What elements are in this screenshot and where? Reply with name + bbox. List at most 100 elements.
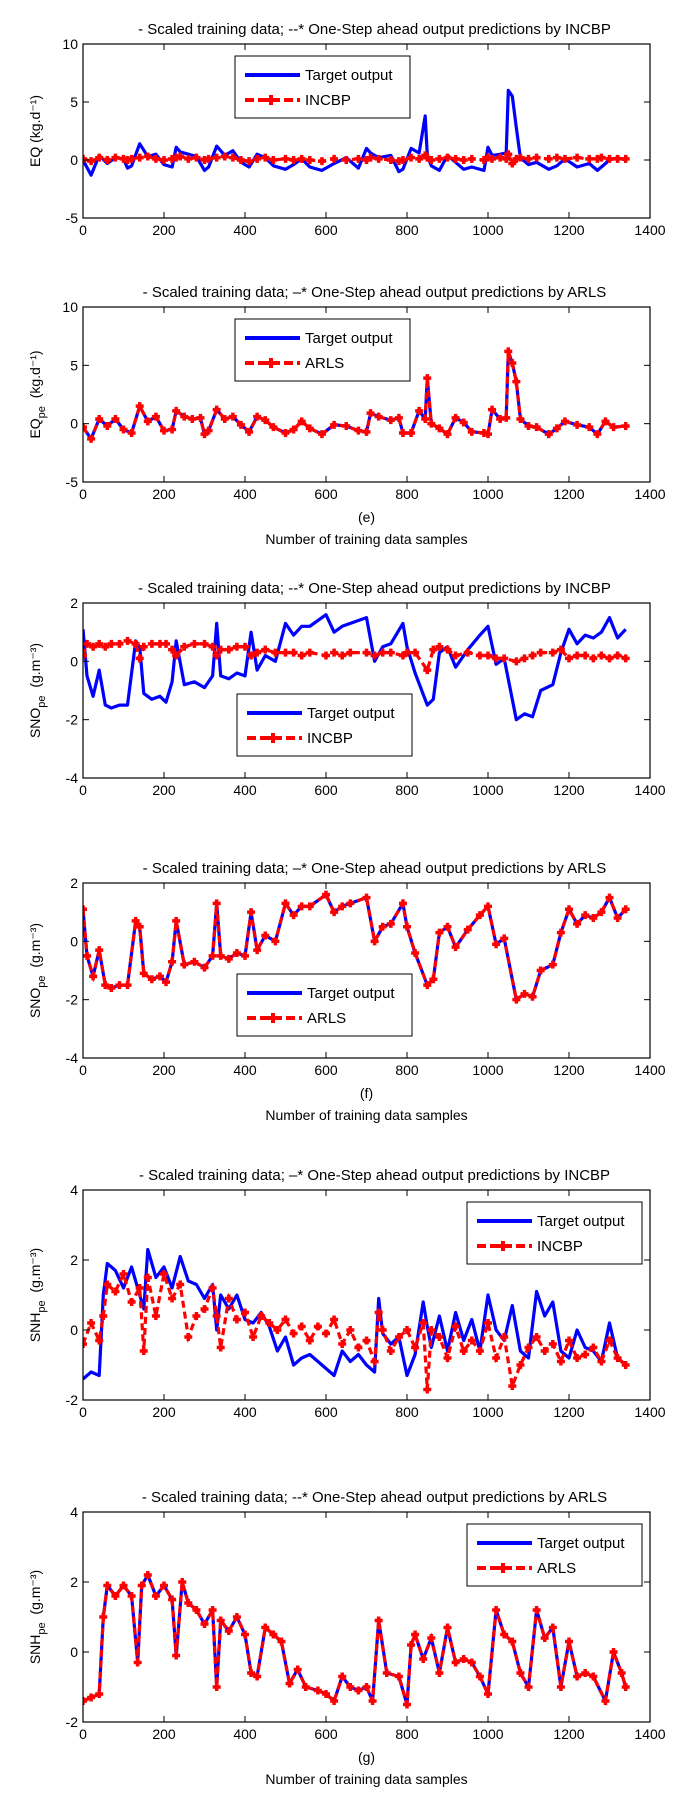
prediction-marker — [370, 651, 379, 660]
prediction-marker — [172, 1651, 181, 1660]
legend: Target output INCBP — [236, 693, 413, 757]
prediction-marker — [200, 963, 209, 972]
chart-title: - Scaled training data; --* One-Step ahe… — [142, 1489, 607, 1506]
prediction-marker — [305, 648, 314, 657]
prediction-marker — [573, 651, 582, 660]
x-tick-label: 400 — [233, 1062, 257, 1078]
axes-box — [82, 1189, 651, 1401]
prediction-marker — [589, 914, 598, 922]
prediction-marker — [443, 1623, 452, 1632]
x-tick-label: 400 — [233, 486, 257, 502]
prediction-marker — [451, 1322, 460, 1331]
prediction-marker — [253, 412, 262, 421]
prediction-marker — [103, 1581, 112, 1590]
prediction-marker — [123, 636, 132, 645]
prediction-marker — [119, 1270, 128, 1278]
x-tick-label: 1200 — [553, 1404, 584, 1420]
legend-prediction-marker — [268, 733, 278, 743]
chart-panel-3: - Scaled training data; --* One-Step ahe… — [27, 580, 666, 798]
prediction-marker — [322, 890, 330, 899]
prediction-marker — [443, 922, 452, 931]
prediction-marker — [475, 911, 484, 920]
prediction-marker — [573, 420, 582, 429]
prediction-marker — [89, 642, 98, 651]
prediction-marker — [111, 1592, 120, 1600]
prediction-marker — [143, 152, 152, 161]
prediction-marker — [119, 1581, 128, 1590]
x-tick-label: 1400 — [634, 782, 665, 798]
prediction-marker — [386, 919, 395, 928]
prediction-marker — [516, 153, 525, 162]
prediction-marker — [548, 648, 557, 657]
prediction-marker — [271, 648, 280, 657]
prediction-marker — [621, 654, 630, 663]
prediction-marker — [228, 412, 237, 421]
prediction-marker — [443, 645, 452, 654]
prediction-marker — [435, 1669, 444, 1677]
prediction-marker — [200, 1305, 209, 1313]
prediction-marker — [330, 1697, 339, 1705]
legend-target-label: Target output — [305, 67, 393, 84]
prediction-marker — [192, 1606, 201, 1614]
y-axis-label: SNHpe (g.m⁻³) — [27, 1570, 48, 1664]
prediction-marker — [443, 153, 452, 162]
prediction-marker — [224, 645, 233, 654]
prediction-marker — [459, 1347, 468, 1355]
x-tick-label: 800 — [395, 1062, 419, 1078]
x-tick-label: 1200 — [553, 486, 584, 502]
prediction-marker — [552, 424, 561, 433]
prediction-marker — [366, 153, 375, 162]
x-tick-label: 200 — [152, 782, 176, 798]
prediction-marker — [411, 648, 420, 657]
y-tick-label: 10 — [62, 299, 78, 315]
prediction-marker — [581, 651, 590, 660]
prediction-marker — [415, 406, 424, 415]
prediction-marker — [459, 156, 468, 164]
y-tick-label: -4 — [66, 1050, 79, 1066]
prediction-marker — [621, 154, 630, 163]
prediction-marker — [386, 648, 395, 657]
prediction-marker — [160, 156, 168, 164]
prediction-marker — [115, 981, 124, 990]
prediction-marker — [168, 425, 177, 434]
prediction-marker — [236, 420, 245, 429]
prediction-marker — [374, 154, 383, 163]
prediction-marker — [178, 1578, 187, 1586]
prediction-marker — [342, 422, 351, 430]
prediction-marker — [435, 154, 444, 163]
prediction-marker — [151, 412, 160, 421]
x-tick-label: 1200 — [553, 1726, 584, 1742]
prediction-marker — [423, 1385, 432, 1394]
prediction-marker — [103, 422, 112, 430]
prediction-marker — [330, 420, 339, 429]
prediction-marker — [313, 1322, 322, 1331]
chart-title: - Scaled training data; --* One-Step ahe… — [138, 21, 611, 38]
prediction-marker — [407, 1641, 416, 1649]
prediction-marker — [374, 1616, 383, 1625]
prediction-marker — [241, 1308, 249, 1317]
prediction-marker — [552, 153, 561, 162]
prediction-marker — [330, 908, 339, 917]
prediction-marker — [95, 946, 104, 955]
prediction-marker — [289, 156, 298, 164]
prediction-marker — [261, 416, 270, 425]
prediction-marker — [139, 1347, 148, 1355]
prediction-marker — [398, 899, 407, 908]
prediction-marker — [281, 899, 290, 908]
legend-box — [234, 318, 411, 382]
prediction-marker — [484, 430, 492, 439]
x-tick-label: 0 — [79, 1404, 87, 1420]
prediction-marker — [168, 1595, 177, 1604]
x-tick-label: 600 — [314, 1062, 338, 1078]
chart-panel-2: - Scaled training data; –* One-Step ahea… — [27, 284, 666, 547]
prediction-marker — [301, 1683, 310, 1691]
prediction-marker — [273, 1326, 282, 1334]
prediction-marker — [257, 1312, 266, 1320]
prediction-marker — [265, 1319, 274, 1327]
x-tick-label: 1400 — [634, 1404, 665, 1420]
prediction-marker — [160, 1270, 168, 1278]
x-tick-label: 800 — [395, 1726, 419, 1742]
prediction-marker — [127, 154, 136, 163]
prediction-marker — [95, 1690, 104, 1698]
